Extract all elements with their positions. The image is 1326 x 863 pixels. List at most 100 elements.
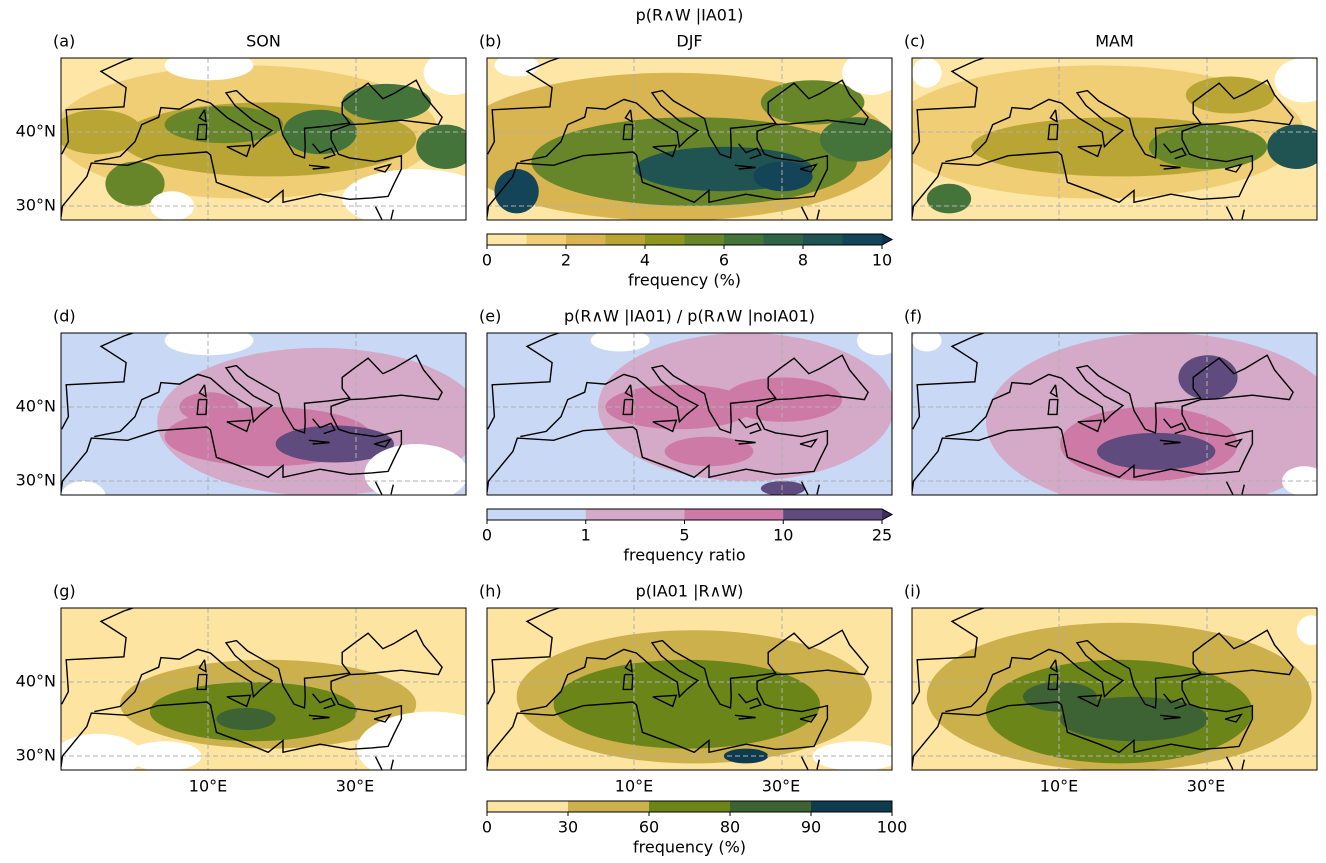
panel-title: MAM <box>1095 32 1134 51</box>
panel-label: (d) <box>53 307 76 326</box>
coastline <box>61 608 443 770</box>
map-fill <box>1023 682 1097 712</box>
map-missing <box>1274 58 1317 103</box>
lon-label: 30°E <box>336 777 374 796</box>
coastline <box>61 333 443 495</box>
colorbar-label: frequency (%) <box>628 271 741 290</box>
map-panel <box>60 332 467 496</box>
map-missing <box>842 58 892 95</box>
colorbar-tick-label: 100 <box>877 818 908 837</box>
panel-label: (f) <box>904 307 922 326</box>
map-fill <box>216 707 276 731</box>
map-missing <box>912 333 942 352</box>
panel-frame <box>486 607 893 771</box>
map-missing <box>342 169 466 220</box>
colorbar-segment <box>842 234 883 245</box>
panel-frame <box>60 607 467 771</box>
map-missing <box>149 191 195 220</box>
colorbar-tick-label: 2 <box>561 251 571 270</box>
colorbar-tick-label: 30 <box>558 818 578 837</box>
map-missing <box>357 711 466 770</box>
map-fill <box>553 659 820 749</box>
colorbar-tick-label: 1 <box>581 526 591 545</box>
panel-frame <box>60 332 467 496</box>
map-fill <box>664 436 754 467</box>
panel-title: p(IA01 |R∧W) <box>636 582 744 601</box>
map-panel <box>486 57 893 221</box>
colorbar-tick-label: 8 <box>798 251 808 270</box>
map-missing <box>912 58 942 88</box>
panel-frame <box>911 332 1318 496</box>
map-fill <box>926 183 972 214</box>
panel-label: (h) <box>479 582 502 601</box>
map-field <box>61 58 466 220</box>
colorbar-segment <box>605 234 646 245</box>
colorbar-segment <box>487 509 587 520</box>
coastline <box>912 333 1294 495</box>
coastline <box>487 333 869 495</box>
map-field <box>61 608 466 770</box>
lat-label: 40°N <box>16 672 56 691</box>
colorbar-tick-label: 80 <box>720 818 740 837</box>
map-missing <box>364 444 466 495</box>
colorbar-segment <box>811 801 893 812</box>
colorbar-segment <box>684 509 784 520</box>
colorbar-segment <box>724 234 764 245</box>
colorbar-tick-label: 0 <box>482 818 492 837</box>
colorbar-segment <box>487 234 527 245</box>
lat-label: 30°N <box>16 196 56 215</box>
panel-frame <box>911 57 1318 221</box>
map-field <box>912 333 1317 495</box>
map-panel <box>60 57 467 221</box>
colorbar-tick-label: 0 <box>482 526 492 545</box>
colorbar-extend <box>882 509 892 520</box>
panel-label: (e) <box>479 307 501 326</box>
map-missing <box>857 333 892 356</box>
colorbar-segment <box>645 234 685 245</box>
map-fill <box>753 161 813 192</box>
panel-label: (i) <box>904 582 921 601</box>
panel-label: (b) <box>479 32 502 51</box>
colorbar-label: frequency ratio <box>623 546 745 565</box>
colorbar-tick-label: 60 <box>639 818 659 837</box>
colorbar-tick-label: 5 <box>679 526 689 545</box>
panel-title: p(R∧W |IA01) / p(R∧W |noIA01) <box>564 307 815 326</box>
colorbar-segment <box>649 801 731 812</box>
panel-label: (g) <box>53 582 76 601</box>
panel-frame <box>486 57 893 221</box>
map-fill <box>820 117 892 162</box>
map-field <box>487 608 892 770</box>
colorbar-segment <box>730 801 812 812</box>
colorbar-tick-label: 0 <box>482 251 492 270</box>
map-field <box>487 58 892 220</box>
colorbar-segment <box>568 801 650 812</box>
lon-label: 10°E <box>615 777 653 796</box>
map-fill <box>494 169 539 214</box>
coastline <box>61 58 443 220</box>
colorbar-tick-label: 90 <box>801 818 821 837</box>
map-panel <box>60 607 467 771</box>
map-fill <box>342 83 431 121</box>
colorbar-segment <box>763 234 804 245</box>
colorbar-extend <box>882 234 892 245</box>
map-missing <box>423 58 466 95</box>
map-panel <box>911 607 1318 771</box>
colorbar-segment <box>783 509 883 520</box>
map-missing <box>812 741 892 770</box>
colorbar-segment <box>487 801 569 812</box>
figure-title: p(R∧W |IA01) <box>636 6 744 25</box>
map-missing <box>590 333 650 352</box>
panel-label: (a) <box>53 32 75 51</box>
panel-frame <box>911 607 1318 771</box>
colorbar-tick-label: 10 <box>872 251 892 270</box>
map-field <box>912 608 1317 770</box>
lon-label: 10°E <box>1040 777 1078 796</box>
map-panel <box>911 332 1318 496</box>
coastline <box>912 608 1294 770</box>
coastline <box>487 608 869 770</box>
panel-frame <box>60 57 467 221</box>
lon-label: 30°E <box>762 777 800 796</box>
lat-label: 30°N <box>16 746 56 765</box>
colorbar-label: frequency (%) <box>633 838 746 857</box>
